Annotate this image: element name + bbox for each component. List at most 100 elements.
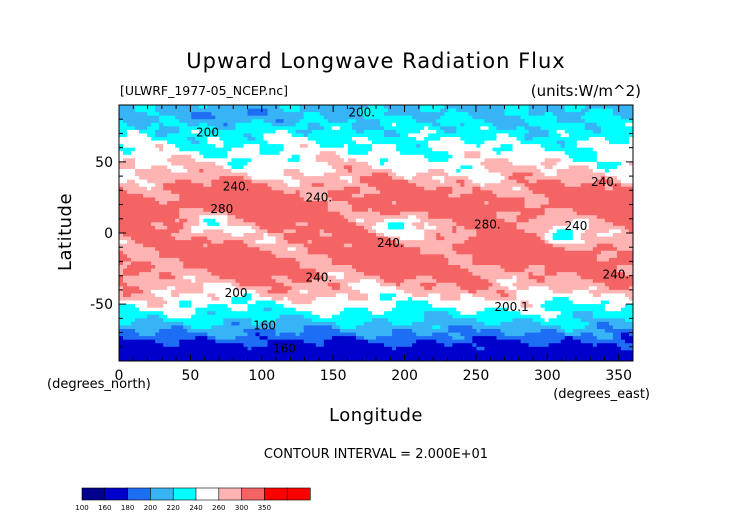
field-cell — [147, 119, 152, 124]
field-cell — [335, 204, 341, 209]
field-cell — [420, 201, 425, 205]
field-cell — [291, 137, 297, 141]
field-cell — [616, 190, 622, 195]
field-cell — [135, 108, 140, 113]
field-cell — [516, 154, 521, 159]
field-cell — [347, 183, 353, 188]
field-cell — [359, 233, 365, 237]
field-cell — [235, 122, 240, 127]
field-cell — [540, 233, 546, 237]
field-cell — [572, 201, 578, 205]
field-cell — [295, 215, 301, 220]
field-cell — [363, 161, 369, 166]
field-cell — [235, 112, 240, 117]
field-cell — [291, 190, 297, 195]
field-cell — [239, 233, 244, 237]
field-cell — [219, 176, 224, 181]
field-cell — [404, 201, 409, 205]
field-cell — [347, 201, 353, 205]
field-cell — [392, 204, 397, 209]
field-cell — [227, 140, 232, 145]
field-cell — [500, 122, 505, 127]
field-cell — [127, 183, 132, 188]
field-cell — [548, 229, 554, 234]
field-cell — [127, 225, 132, 230]
field-cell — [215, 176, 220, 181]
field-cell — [215, 208, 220, 213]
field-cell — [596, 129, 602, 134]
field-cell — [400, 129, 405, 134]
field-cell — [215, 169, 220, 173]
field-cell — [143, 140, 148, 145]
field-cell — [135, 129, 140, 134]
field-cell — [303, 115, 309, 120]
field-cell — [267, 193, 272, 198]
field-cell — [520, 126, 525, 131]
field-cell — [388, 119, 393, 124]
field-cell — [564, 204, 570, 209]
field-cell — [179, 197, 184, 202]
field-cell — [580, 204, 586, 209]
field-cell — [319, 204, 325, 209]
field-cell — [436, 122, 441, 127]
field-cell — [408, 140, 413, 145]
field-cell — [315, 197, 321, 202]
field-cell — [568, 122, 574, 127]
field-cell — [231, 179, 236, 184]
field-cell — [476, 208, 481, 213]
field-cell — [548, 190, 554, 195]
field-cell — [303, 169, 309, 173]
field-cell — [436, 161, 441, 166]
field-cell — [259, 218, 264, 223]
field-cell — [528, 169, 534, 173]
field-cell — [468, 108, 473, 113]
field-cell — [303, 186, 309, 191]
field-cell — [251, 108, 256, 113]
field-cell — [488, 233, 493, 237]
field-cell — [291, 133, 297, 138]
field-cell — [271, 204, 277, 209]
field-cell — [492, 133, 497, 138]
field-cell — [243, 140, 248, 145]
field-cell — [319, 172, 325, 177]
field-cell — [416, 119, 421, 124]
field-cell — [223, 154, 228, 159]
field-cell — [367, 204, 373, 209]
field-cell — [323, 186, 329, 191]
field-cell — [331, 147, 337, 152]
field-cell — [484, 204, 489, 209]
field-cell — [588, 140, 594, 145]
field-cell — [355, 197, 361, 202]
field-cell — [588, 186, 594, 191]
field-cell — [428, 161, 433, 166]
field-cell — [239, 126, 244, 131]
field-cell — [183, 222, 188, 227]
field-cell — [159, 140, 164, 145]
field-cell — [592, 133, 598, 138]
field-cell — [572, 105, 578, 109]
field-cell — [600, 140, 606, 145]
field-cell — [448, 169, 453, 173]
field-cell — [191, 165, 196, 170]
field-cell — [275, 218, 281, 223]
field-cell — [175, 218, 180, 223]
field-cell — [548, 225, 554, 230]
field-cell — [279, 208, 285, 213]
field-cell — [432, 201, 437, 205]
field-cell — [303, 144, 309, 149]
field-cell — [347, 215, 353, 220]
field-cell — [432, 190, 437, 195]
field-cell — [191, 115, 196, 120]
field-cell — [392, 211, 397, 216]
field-cell — [255, 137, 260, 141]
field-cell — [203, 211, 208, 216]
field-cell — [424, 172, 429, 177]
field-cell — [199, 225, 204, 230]
field-cell — [388, 115, 393, 120]
field-cell — [211, 215, 216, 220]
field-cell — [596, 105, 602, 109]
field-cell — [452, 140, 457, 145]
field-cell — [351, 165, 357, 170]
field-cell — [400, 222, 405, 227]
field-cell — [624, 229, 630, 234]
